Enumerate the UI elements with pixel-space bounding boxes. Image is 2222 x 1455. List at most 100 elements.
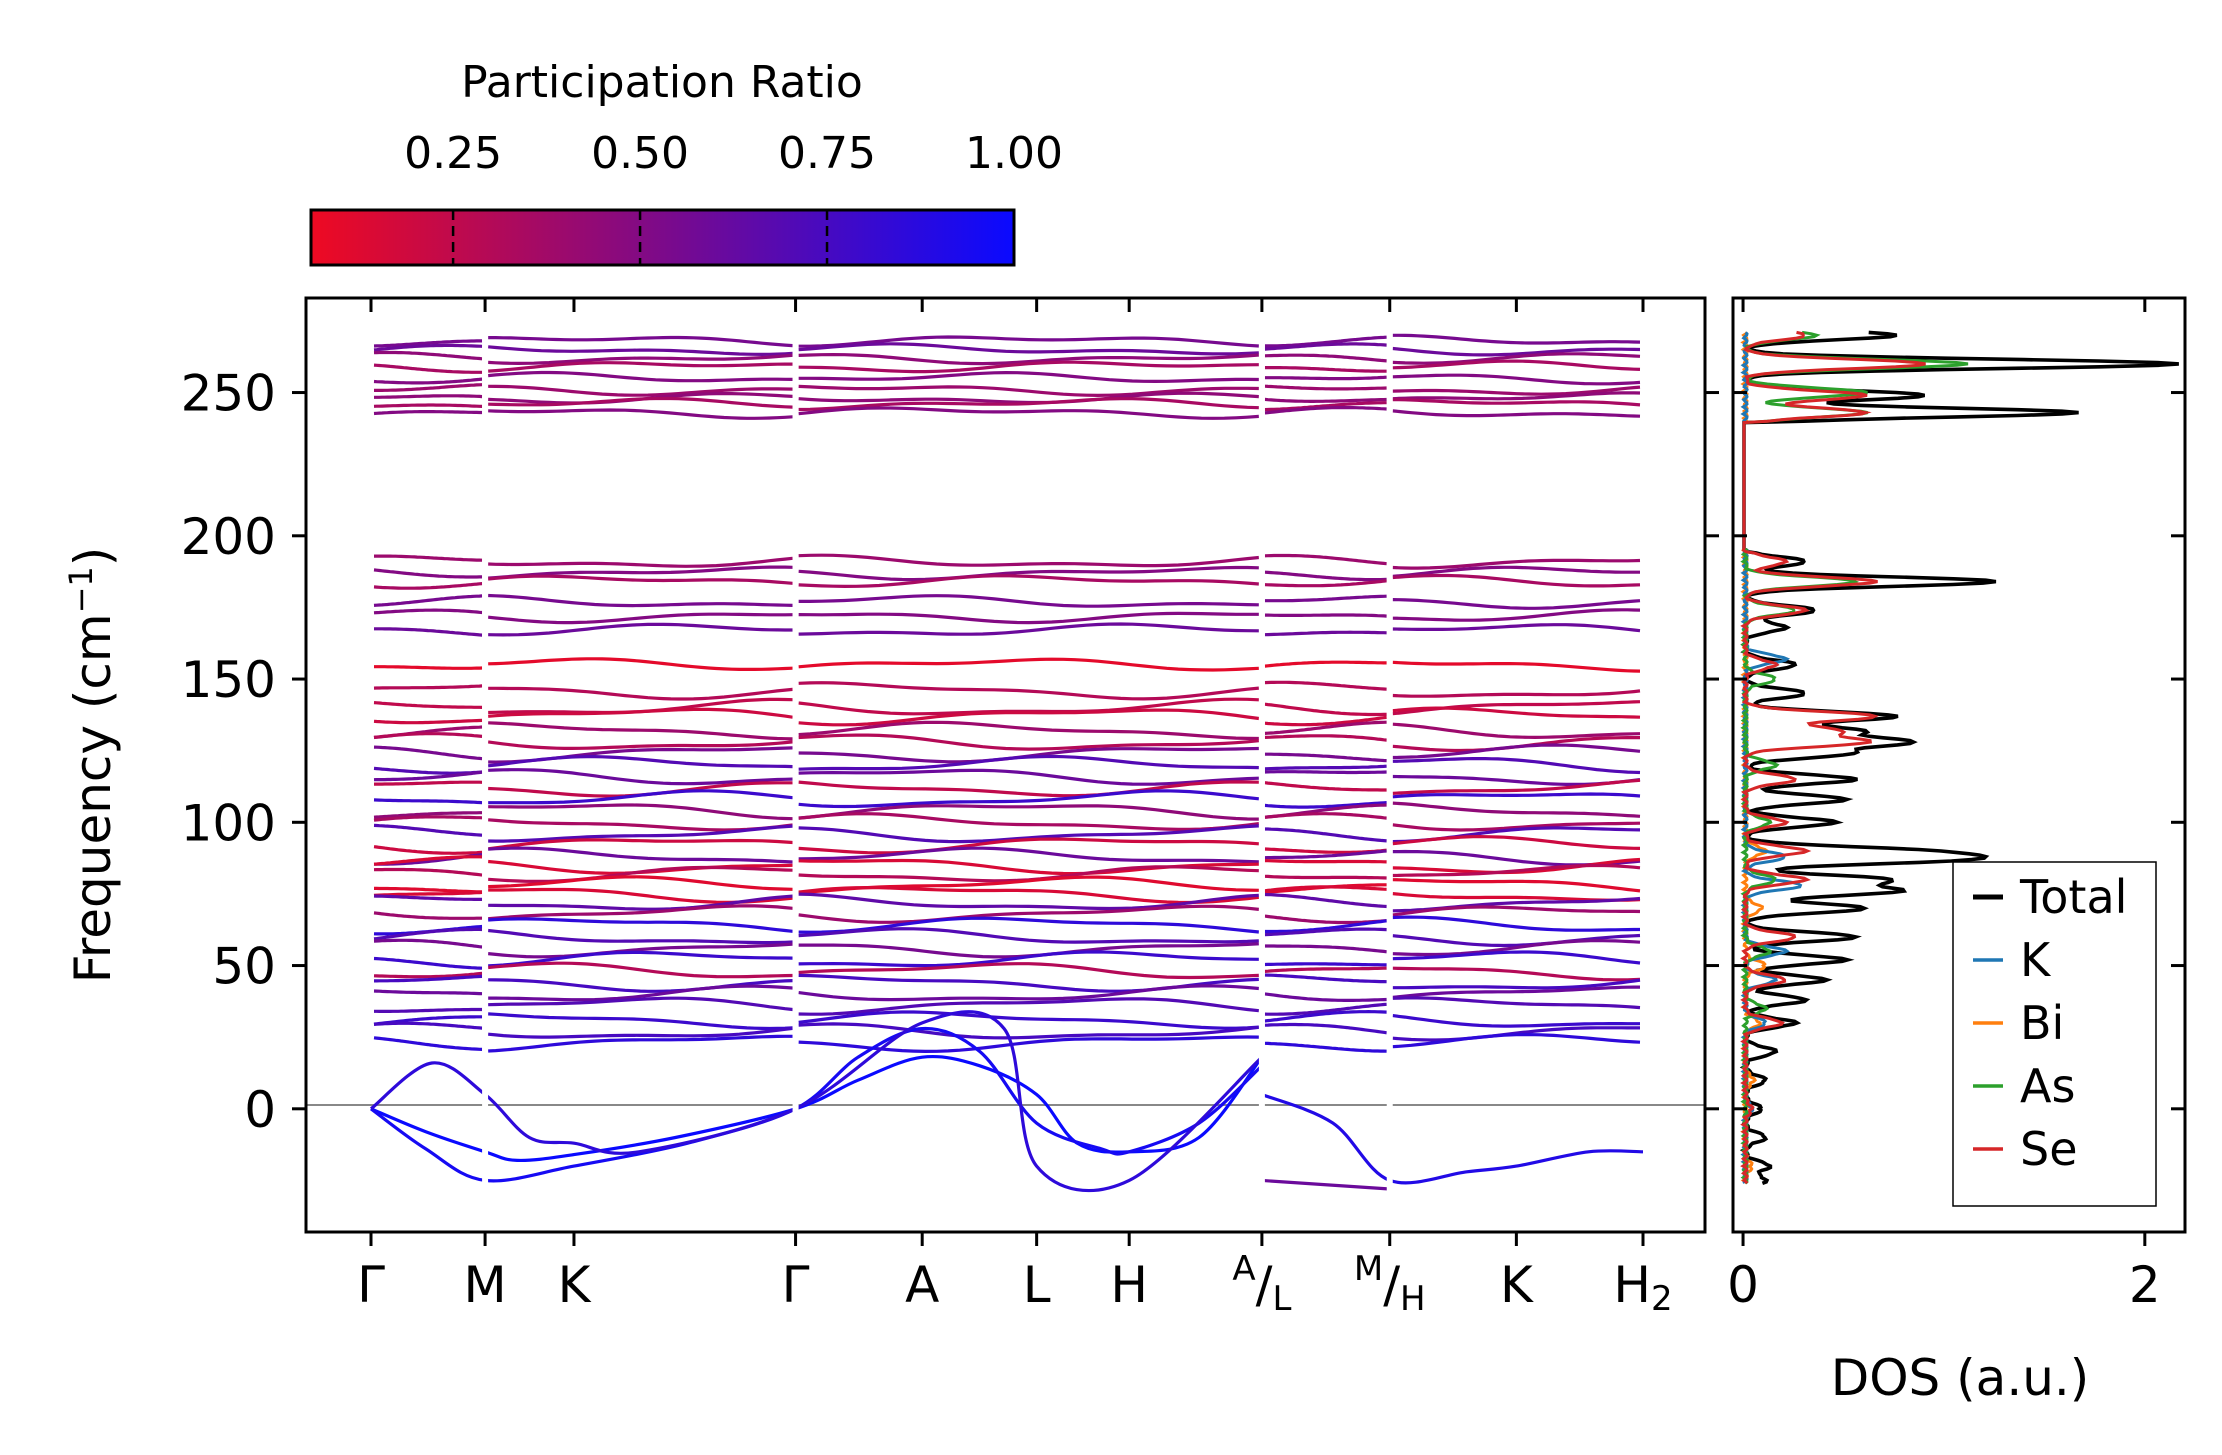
phonon-band [1264,1009,1387,1023]
phonon-band [373,377,483,385]
phonon-band [798,574,1260,589]
phonon-band [1392,863,1641,878]
phonon-band [1264,962,1387,967]
phonon-band [488,875,793,891]
phonon-band [1392,409,1641,418]
phonon-band [373,718,483,725]
phonon-band [798,594,1259,608]
phonon-band [1392,398,1641,407]
phonon-band [488,789,793,805]
phonon-band [373,927,483,941]
phonon-band [488,803,793,821]
x-tick-label-main: / [1256,1256,1273,1314]
dos-axes-frame [1731,296,2187,1234]
phonon-band [798,1010,1259,1030]
colorbar-tick-label: 0.75 [778,128,876,179]
phonon-band [1392,915,1640,932]
phonon-band [1392,996,1641,1010]
phonon-band [373,894,483,902]
phonon-band [373,766,483,775]
phonon-band [798,406,1260,420]
dos-x-tick-label: 0 [1727,1256,1759,1314]
phonon-band [487,846,793,864]
phonon-band [374,886,483,894]
phonon-band [1264,781,1387,792]
y-tick-label: 200 [181,508,276,566]
phonon-band [1392,778,1641,795]
phonon-band [487,612,793,625]
phonon-band [1264,335,1387,348]
phonon-band [1264,680,1387,691]
x-tick-label-main: Γ [782,1256,810,1314]
legend-label: Bi [2020,996,2064,1050]
phonon-band [1392,608,1641,622]
x-tick-label: Γ [357,1256,385,1314]
x-tick-label-main: L [1023,1256,1051,1314]
phonon-band [1392,352,1641,365]
phonon-band [373,798,483,805]
phonon-band [798,565,1259,582]
acoustic-band [1261,1092,1644,1185]
x-tick-label-main: K [558,1256,592,1314]
phonon-band [1392,385,1641,396]
phonon-band [487,740,793,751]
phonon-band [1392,391,1641,401]
phonon-band [488,950,793,968]
dos-lines [1739,330,2179,1185]
phonon-band [1264,660,1387,668]
legend-label: Total [2019,870,2127,924]
x-tick-label-sub: L [1272,1279,1291,1319]
colorbar-title: Participation Ratio [461,57,863,108]
y-tick-label: 100 [181,794,276,852]
phonon-band [1392,938,1641,957]
phonon-band [798,780,1259,798]
phonon-band [798,846,1259,864]
phonon-band [1264,885,1387,893]
phonon-band [487,928,793,945]
x-tick-label: L [1023,1256,1051,1314]
phonon-band [1392,1032,1641,1049]
phonon-band [488,1034,793,1053]
band-axes-frame [304,296,1707,1234]
dos-x-axis-title: DOS (a.u.) [1831,1349,2090,1407]
phonon-band [373,684,483,690]
x-tick-label: Γ [782,1256,810,1314]
y-tick-label: 50 [212,938,276,996]
phonon-band [488,996,793,1012]
phonon-band [487,707,793,719]
phonon-band [373,701,483,709]
phonon-band [1264,384,1387,391]
phonon-band [1264,1041,1387,1053]
phonon-band [798,611,1259,625]
phonon-band [374,665,483,670]
phonon-band [488,384,793,397]
colorbar-ticks: 0.25 0.50 0.75 1.00 [404,128,1063,265]
phonon-band [487,361,793,373]
phonon-band [373,410,483,416]
phonon-band [1264,770,1387,775]
phonon-band [1264,927,1387,937]
phonon-band [488,622,793,637]
phonon-band [1392,598,1641,610]
phonon-band [798,360,1259,374]
phonon-band [374,974,483,983]
phonon-band [373,823,483,837]
phonon-band [487,345,793,357]
phonon-band [487,574,793,585]
phonon-band [373,568,483,579]
phonon-band [1264,342,1387,351]
x-tick-label: K [558,1256,592,1314]
phonon-band [487,565,793,580]
phonon-band [487,1026,793,1039]
phonon-band [798,342,1259,356]
phonon-band [1392,573,1641,588]
phonon-band [487,904,793,921]
phonon-band [488,768,793,786]
y-axis-title-main: Frequency (cm [64,613,122,983]
y-tick-label: 0 [244,1081,276,1139]
phonon-band [1264,613,1387,618]
phonon-band [373,855,483,866]
phonon-band [798,962,1259,980]
